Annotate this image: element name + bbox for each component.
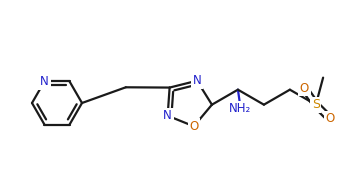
Text: O: O bbox=[325, 112, 334, 125]
Text: N: N bbox=[40, 75, 49, 88]
Text: NH₂: NH₂ bbox=[229, 102, 251, 115]
Text: N: N bbox=[163, 109, 172, 122]
Text: O: O bbox=[189, 120, 198, 133]
Text: O: O bbox=[300, 82, 309, 95]
Text: S: S bbox=[312, 98, 320, 111]
Text: N: N bbox=[193, 74, 201, 87]
